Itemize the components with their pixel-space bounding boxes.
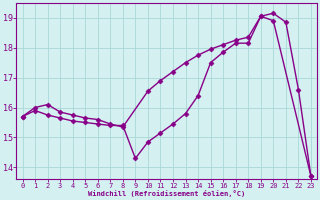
X-axis label: Windchill (Refroidissement éolien,°C): Windchill (Refroidissement éolien,°C) <box>88 190 245 197</box>
